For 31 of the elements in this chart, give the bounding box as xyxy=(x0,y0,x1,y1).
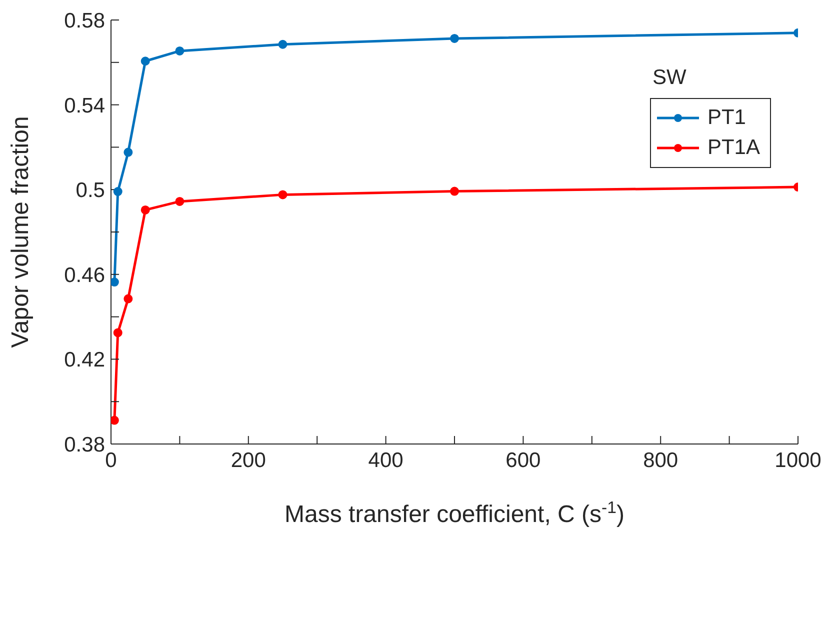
y-tick-label: 0.5 xyxy=(76,179,105,202)
point xyxy=(124,148,133,157)
y-tick-label: 0.54 xyxy=(64,94,106,118)
x-tick-label: 800 xyxy=(643,448,678,472)
point xyxy=(111,278,119,287)
x-tick-label: 0 xyxy=(105,448,117,472)
point xyxy=(278,190,288,200)
x-tick-label: 1000 xyxy=(774,448,822,472)
point xyxy=(140,205,150,214)
point xyxy=(450,34,459,43)
y-tick-label: 0.58 xyxy=(64,9,105,32)
point xyxy=(124,294,133,304)
point xyxy=(175,46,184,56)
point xyxy=(278,40,288,49)
point xyxy=(113,328,122,338)
legend-label: PT1 xyxy=(707,106,746,130)
y-tick-label: 0.38 xyxy=(64,433,105,456)
point xyxy=(111,416,119,425)
legend-label: PT1A xyxy=(707,136,760,160)
x-axis-title: Mass transfer coefficient, C (s$^{-1}$) xyxy=(284,498,624,528)
point xyxy=(113,187,122,196)
y-axis-title: Vapor volume fraction xyxy=(7,116,34,348)
x-tick-label: 400 xyxy=(368,448,404,472)
point xyxy=(175,196,184,206)
point xyxy=(140,56,150,66)
x-tick-label: 600 xyxy=(506,448,541,472)
x-tick-label: 200 xyxy=(230,448,266,472)
point xyxy=(450,186,459,196)
legend-title: SW xyxy=(652,66,688,90)
y-tick-label: 0.46 xyxy=(64,264,105,287)
y-tick-label: 0.42 xyxy=(64,348,105,372)
